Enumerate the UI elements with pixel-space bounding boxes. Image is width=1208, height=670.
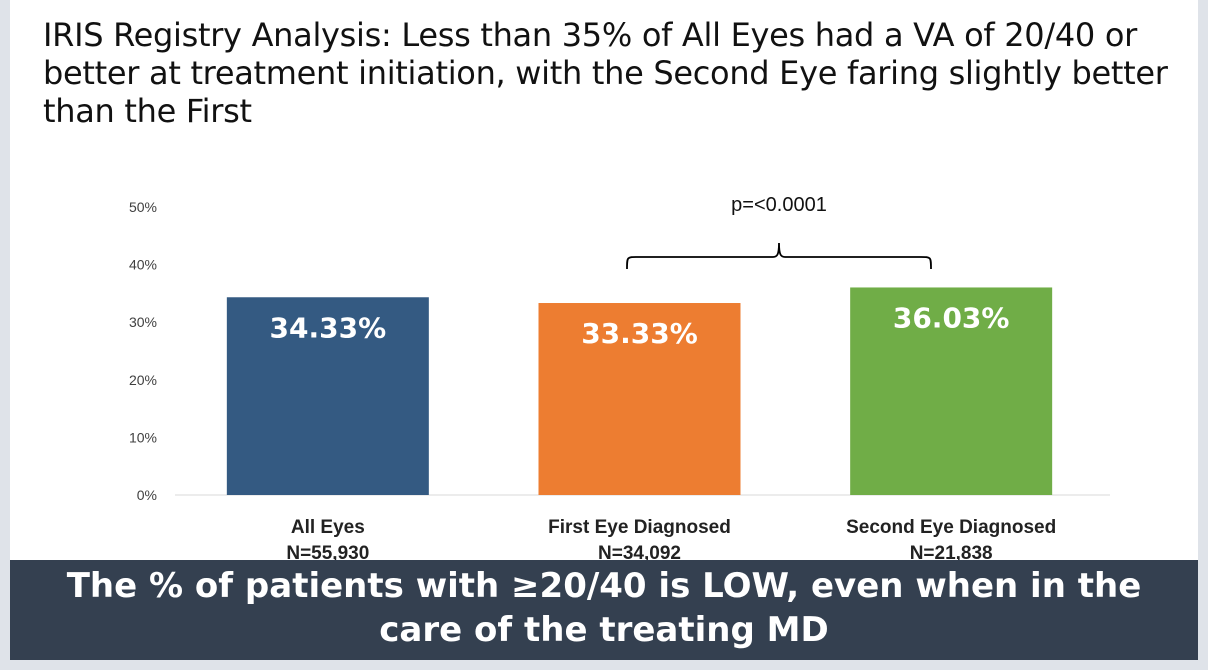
takeaway-banner: The % of patients with ≥20/40 is LOW, ev… — [10, 560, 1198, 660]
bar-value-label: 36.03% — [893, 301, 1010, 334]
x-category-label: Second Eye Diagnosed — [846, 517, 1056, 538]
bar-second-eye-diagnosed — [850, 287, 1053, 495]
bar-value-label: 33.33% — [581, 317, 698, 350]
banner-line-1: The % of patients with ≥20/40 is LOW, ev… — [66, 566, 1142, 606]
x-category-label: First Eye Diagnosed — [548, 517, 731, 538]
banner-line-2: care of the treating MD — [379, 610, 829, 650]
x-category-n: N=21,838 — [910, 543, 993, 560]
p-value-label: p=<0.0001 — [731, 194, 827, 216]
slide: IRIS Registry Analysis: Less than 35% of… — [10, 0, 1198, 660]
bar-chart: 0% 10% 20% 30% 40% 50% 34.33% 33.33% 36.03% All… — [129, 194, 1110, 560]
y-tick-label: 0% — [137, 487, 157, 503]
x-category-n: N=55,930 — [286, 543, 369, 560]
x-category-n: N=34,092 — [598, 543, 681, 560]
x-category-label: All Eyes — [291, 517, 365, 538]
bar-all-eyes — [226, 297, 429, 495]
y-tick-label: 10% — [129, 429, 157, 445]
bars: 34.33% 33.33% 36.03% — [226, 287, 1053, 495]
y-axis: 0% 10% 20% 30% 40% 50% — [129, 199, 157, 503]
bar-value-label: 34.33% — [270, 311, 387, 344]
slide-title: IRIS Registry Analysis: Less than 35% of… — [43, 16, 1168, 130]
y-tick-label: 50% — [129, 199, 157, 215]
significance-bracket — [626, 242, 932, 270]
y-tick-label: 40% — [129, 257, 157, 273]
bar-first-eye-diagnosed — [538, 303, 741, 495]
y-tick-label: 20% — [129, 372, 157, 388]
y-tick-label: 30% — [129, 314, 157, 330]
x-axis-labels: All Eyes N=55,930 First Eye Diagnosed N=34,… — [286, 517, 1056, 560]
